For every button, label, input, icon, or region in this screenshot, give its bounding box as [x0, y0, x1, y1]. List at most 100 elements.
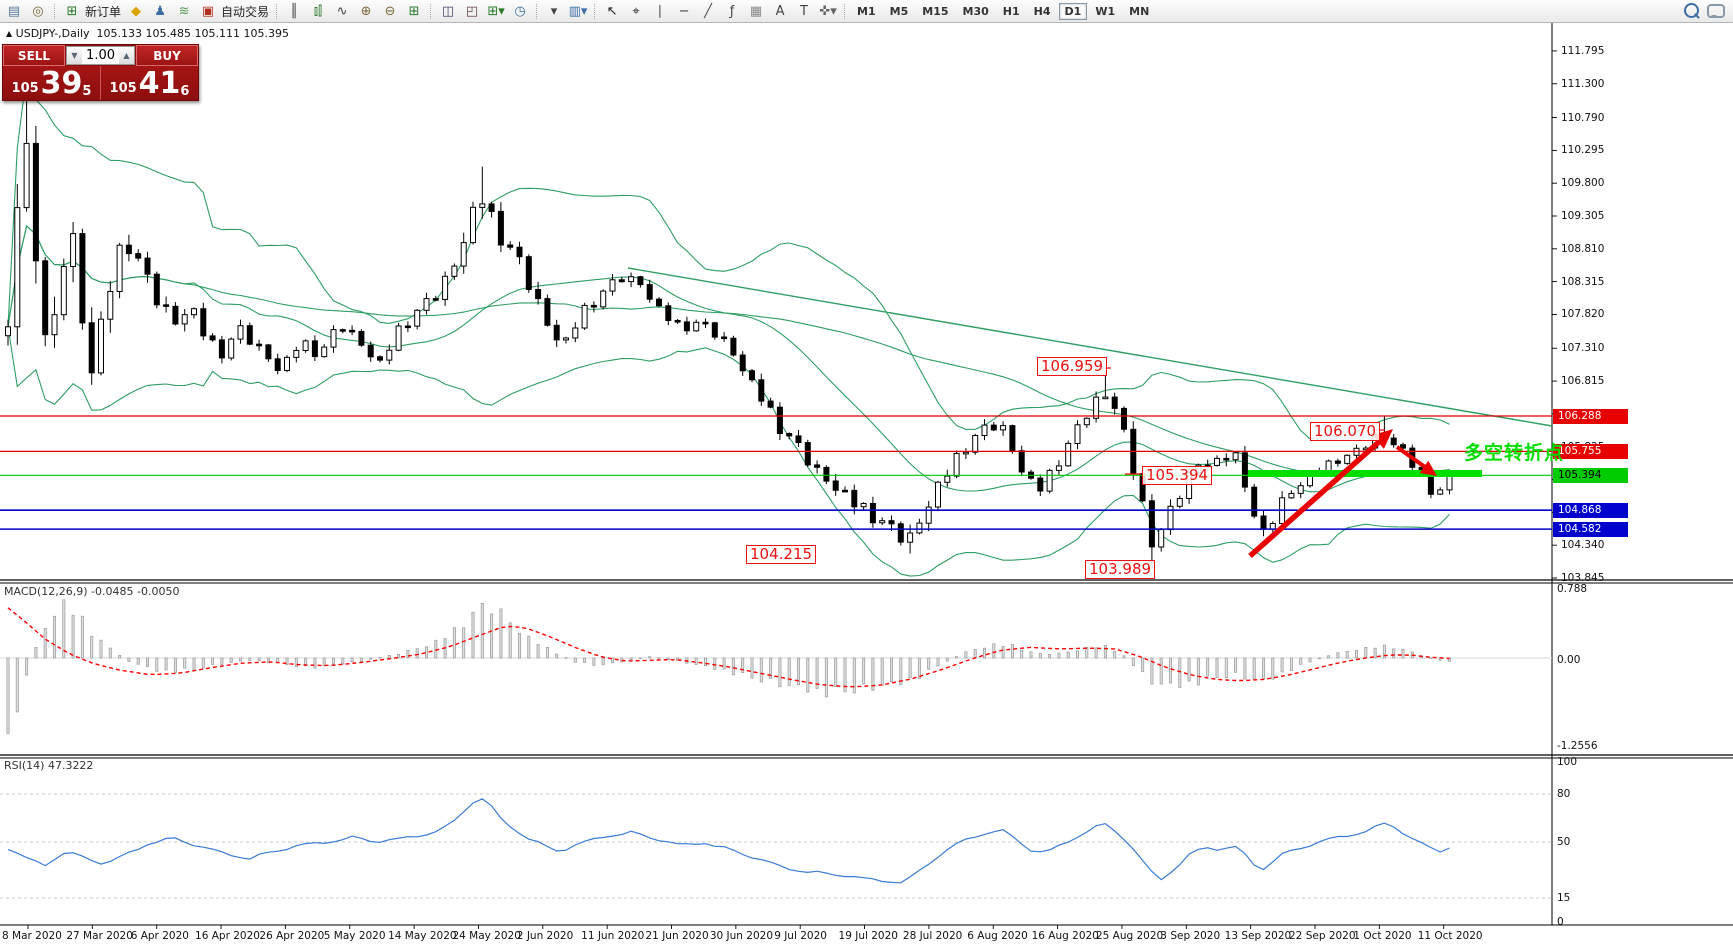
macd-bar [1131, 657, 1135, 666]
trendline-icon[interactable]: ╱ [704, 3, 712, 19]
chart-shift-icon[interactable]: ◰ [465, 3, 479, 19]
candle-body [451, 265, 458, 277]
autotrade-label[interactable]: 自动交易 [221, 4, 270, 19]
horizontal-line-icon[interactable]: − [678, 3, 690, 19]
fibonacci-icon[interactable]: ƒ [729, 3, 735, 19]
macd-bar [1327, 655, 1331, 659]
timeframe-d1[interactable]: D1 [1058, 3, 1088, 20]
macd-bar [1122, 655, 1126, 659]
trend-note-annotation[interactable]: 多空转折点 [1464, 442, 1565, 464]
chat-icon[interactable] [1707, 4, 1725, 18]
candle-body [758, 379, 765, 402]
price-annotation-106.959[interactable]: 106.959 [1037, 357, 1108, 376]
volume-decrease-button[interactable]: ▼ [67, 47, 82, 64]
quotes-icon[interactable]: ◆ [131, 3, 142, 19]
macd-bar [1169, 657, 1173, 684]
buy-price[interactable]: 105 41 6 [101, 66, 198, 100]
buy-button[interactable]: BUY [136, 45, 198, 66]
new-order-icon[interactable]: ⊞ [66, 3, 78, 19]
tile-windows-icon[interactable]: ⊞ [408, 3, 420, 19]
vertical-line-icon[interactable]: ∣ [656, 3, 664, 19]
macd-bar [601, 657, 605, 666]
price-tick-107.310: 107.310 [1561, 342, 1605, 355]
down-trend-arrow-head[interactable] [1419, 460, 1437, 476]
macd-bar [155, 657, 159, 672]
autotrade-icon[interactable]: ▣ [201, 3, 215, 19]
support-zone-bar[interactable] [1248, 470, 1482, 477]
search-icon[interactable] [1684, 2, 1699, 18]
sell-price[interactable]: 105 39 5 [3, 66, 101, 100]
zoom-in-icon[interactable]: ⊕ [360, 3, 372, 19]
collapse-icon[interactable]: ▲ [6, 29, 13, 38]
macd-bar [1103, 645, 1107, 659]
cursor-icon[interactable]: ↖ [606, 3, 618, 19]
timeframe-h4[interactable]: H4 [1033, 5, 1051, 18]
macd-bar [917, 657, 921, 679]
sell-price-handle: 105 [11, 81, 39, 96]
macd-bar [313, 657, 317, 669]
toolbar-separator [844, 3, 846, 19]
candle-body [460, 242, 467, 267]
macd-bar [25, 657, 29, 676]
timeframe-mn[interactable]: MN [1129, 5, 1150, 18]
price-annotation-105.394[interactable]: 105.394 [1142, 466, 1213, 485]
macd-bar [927, 657, 931, 670]
bar-chart-icon[interactable]: ║ [290, 3, 298, 19]
sell-button[interactable]: SELL [3, 45, 65, 66]
crosshair-icon[interactable]: ⌖ [632, 3, 640, 19]
candle-body [284, 356, 290, 371]
chart-window-icon[interactable]: ▤ [7, 3, 21, 19]
indicators-dropdown-icon[interactable]: ▾ [550, 3, 558, 19]
macd-histogram [6, 599, 1452, 734]
price-annotation-106.070[interactable]: 106.070 [1310, 422, 1381, 441]
chart-profile-icon[interactable]: ▥▾ [568, 3, 588, 19]
price-annotation-103.989[interactable]: 103.989 [1085, 560, 1156, 579]
new-order-label[interactable]: 新订单 [85, 4, 122, 19]
timeframe-m15[interactable]: M15 [922, 5, 949, 18]
candle-body [544, 298, 551, 326]
timeframe-m1[interactable]: M1 [857, 5, 876, 18]
price-annotation-104.215[interactable]: 104.215 [746, 545, 817, 564]
timeframe-m5[interactable]: M5 [889, 5, 909, 18]
candle-body [200, 308, 207, 337]
candle-body [1148, 500, 1155, 548]
candle-body [1297, 485, 1304, 494]
candlestick-chart-icon[interactable]: ⫾⫿ [313, 3, 323, 19]
candle-body [1102, 396, 1109, 400]
macd-bar [545, 647, 549, 659]
timeframe-m30[interactable]: M30 [962, 5, 989, 18]
text-icon[interactable]: A [775, 3, 785, 19]
macd-signal-line [7, 607, 1450, 688]
one-click-trading-panel: SELL ▼ 1.00 ▲ BUY 105 39 5 105 41 6 [2, 44, 199, 101]
price-badge-105.394: 105.394 [1553, 467, 1628, 483]
macd-bar [704, 657, 708, 667]
volume-increase-button[interactable]: ▲ [119, 47, 134, 64]
macd-bar [945, 657, 949, 662]
candle-body [832, 480, 839, 491]
line-chart-icon[interactable]: ∿ [336, 3, 348, 19]
timeframe-w1[interactable]: W1 [1095, 5, 1116, 18]
volume-value[interactable]: 1.00 [82, 47, 119, 64]
rsi-scale-15: 15 [1557, 892, 1571, 904]
signal-icon[interactable]: ≋ [178, 3, 190, 19]
zoom-out-icon[interactable]: ⊖ [384, 3, 396, 19]
macd-bar [90, 635, 94, 659]
arrows-icon[interactable]: ✜▾ [819, 3, 837, 19]
symbol-header[interactable]: ▲ USDJPY-,Daily 105.133 105.485 105.111 … [6, 27, 289, 40]
candle-body [23, 142, 30, 209]
date-label-16: 16 Aug 2020 [1031, 930, 1099, 942]
candle-body [981, 424, 988, 437]
profiles-icon[interactable]: ◎ [32, 3, 44, 19]
new-chart-icon[interactable]: ⊞▾ [487, 3, 505, 19]
period-clock-icon[interactable]: ◷ [514, 3, 526, 19]
candle-body [916, 522, 923, 534]
grid-icon[interactable]: ▦ [749, 3, 763, 19]
navigator-icon[interactable]: ♟ [154, 3, 166, 19]
text-label-icon[interactable]: T [800, 3, 808, 19]
macd-bar [713, 657, 717, 670]
macd-bar [1001, 646, 1005, 659]
timeframe-h1[interactable]: H1 [1002, 5, 1020, 18]
auto-scroll-icon[interactable]: ◫ [441, 3, 455, 19]
